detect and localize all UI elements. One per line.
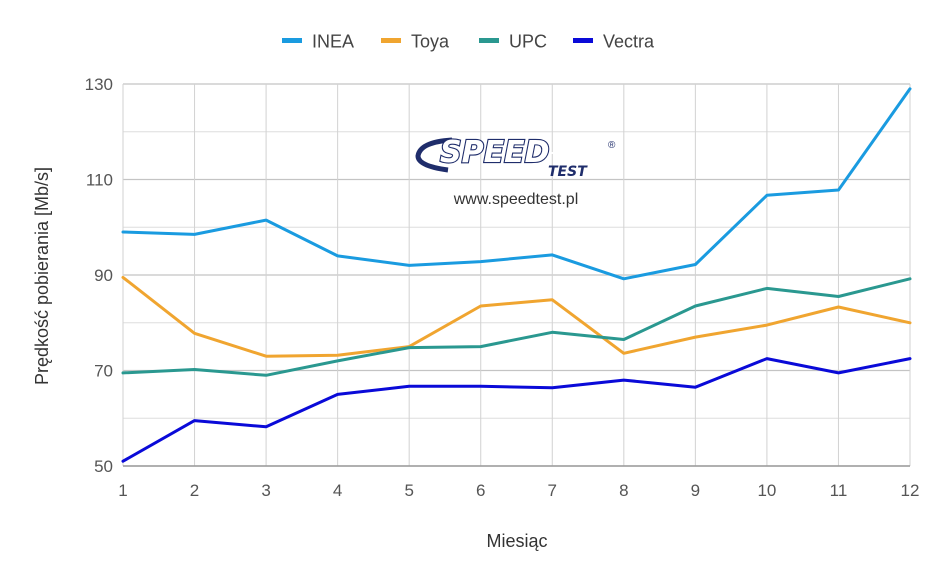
x-tick-label: 6 (476, 481, 485, 500)
legend-label: Toya (411, 32, 450, 52)
y-tick-label: 70 (94, 362, 113, 381)
y-tick-label: 110 (86, 171, 113, 190)
x-tick-label: 12 (901, 481, 920, 500)
x-tick-label: 11 (830, 481, 848, 500)
legend-item-toya: Toya (381, 32, 450, 52)
x-tick-label: 4 (333, 481, 342, 500)
watermark-url: www.speedtest.pl (453, 191, 579, 208)
x-axis-ticks: 1 2 3 4 5 6 7 8 9 10 11 12 (118, 481, 919, 500)
legend-swatch (282, 38, 302, 43)
x-tick-label: 1 (118, 481, 127, 500)
grid-lines (122, 83, 911, 467)
x-tick-label: 5 (404, 481, 413, 500)
series-line-vectra (121, 357, 912, 463)
series-line-upc (121, 277, 912, 377)
legend-swatch (573, 38, 593, 43)
legend-item-vectra: Vectra (573, 32, 655, 52)
legend: INEA Toya UPC Vectra (282, 32, 655, 52)
x-tick-label: 9 (691, 481, 700, 500)
y-axis-title: Prędkość pobierania [Mb/s] (32, 167, 52, 385)
speedtest-watermark: SPEED TEST ® www.speedtest.pl (415, 134, 616, 208)
legend-label: UPC (509, 32, 547, 52)
x-tick-label: 3 (261, 481, 270, 500)
speedtest-logo: SPEED TEST ® (415, 134, 616, 180)
series-line-inea (121, 87, 912, 281)
x-tick-label: 7 (548, 481, 557, 500)
y-axis-ticks: 50 70 90 110 130 (85, 75, 113, 476)
legend-swatch (479, 38, 499, 43)
y-tick-label: 130 (85, 75, 113, 94)
x-tick-label: 8 (619, 481, 628, 500)
series-line-toya (121, 275, 912, 358)
logo-subtitle: TEST (548, 164, 588, 180)
x-axis-title: Miesiąc (486, 531, 547, 551)
legend-item-inea: INEA (282, 32, 354, 52)
registered-mark: ® (608, 140, 616, 151)
logo-word: SPEED (440, 135, 549, 170)
legend-item-upc: UPC (479, 32, 547, 52)
series-lines (121, 87, 912, 463)
x-tick-label: 2 (190, 481, 199, 500)
legend-label: Vectra (603, 32, 655, 52)
y-tick-label: 90 (94, 266, 113, 285)
legend-label: INEA (312, 32, 354, 52)
legend-swatch (381, 38, 401, 43)
x-tick-label: 10 (757, 481, 776, 500)
y-tick-label: 50 (94, 457, 113, 476)
